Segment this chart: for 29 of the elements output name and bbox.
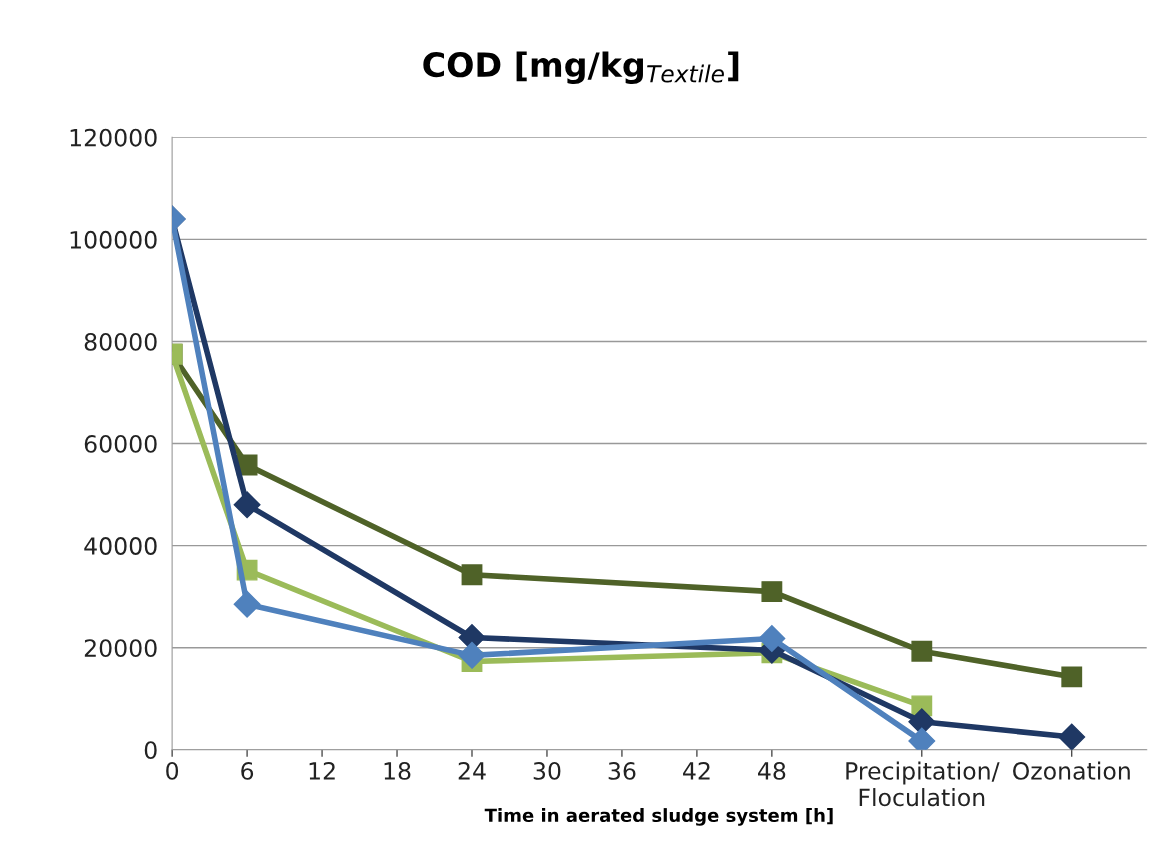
y-tick-label: 80000 <box>84 332 157 351</box>
x-tick-label: 30 <box>533 762 561 780</box>
x-tick-label: 42 <box>683 762 710 780</box>
point <box>1058 723 1086 750</box>
x-tick-label: 36 <box>608 762 636 780</box>
point <box>461 564 483 586</box>
x-tick-label: 12 <box>309 762 335 780</box>
x-tick-label: 6 <box>241 762 254 780</box>
y-tick-label: 0 <box>144 741 157 760</box>
point <box>233 491 261 519</box>
point <box>911 640 933 662</box>
y-tick-label: 40000 <box>84 537 157 555</box>
y-tick-label: 20000 <box>84 639 157 658</box>
point <box>458 641 486 669</box>
x-tick-label: 18 <box>384 762 411 780</box>
x-tick-label: Precipitation/ Floculation <box>846 761 1000 807</box>
x-axis-title: Time in aerated sludge system [h] <box>484 808 833 826</box>
y-tick-label: 100000 <box>70 230 157 249</box>
chart-title: COD [mg/kg$_{Textile}$] <box>423 51 739 84</box>
x-tick-label: Ozonation <box>1013 761 1130 780</box>
y-tick-label: 120000 <box>70 128 157 147</box>
point <box>1061 666 1083 688</box>
point <box>761 581 783 602</box>
x-tick-label: 0 <box>166 762 179 780</box>
x-tick-label: 24 <box>458 762 486 780</box>
point <box>233 590 261 618</box>
y-tick-label: 60000 <box>84 435 157 453</box>
x-tick-label: 48 <box>758 762 786 780</box>
point <box>758 625 786 652</box>
